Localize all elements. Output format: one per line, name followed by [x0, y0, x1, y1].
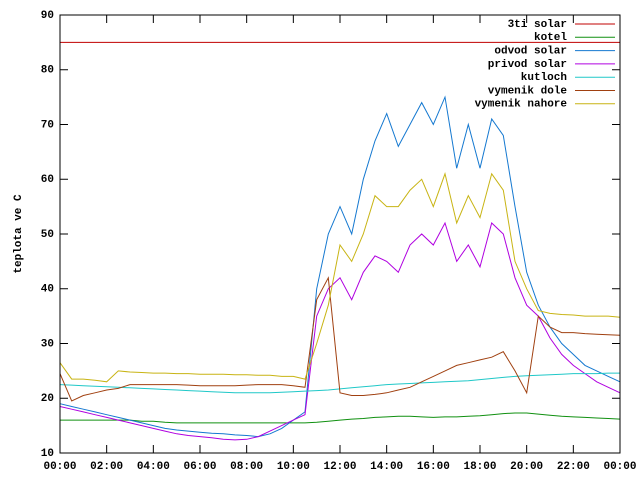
- y-tick-label: 10: [41, 448, 54, 460]
- x-tick-label: 20:00: [510, 461, 543, 473]
- series-line: [60, 412, 621, 424]
- y-tick-label: 70: [41, 119, 54, 131]
- y-axis-label: teplota ve C: [13, 194, 25, 274]
- y-tick-label: 40: [41, 284, 54, 296]
- x-tick-label: 12:00: [323, 461, 356, 473]
- x-tick-label: 14:00: [370, 461, 403, 473]
- x-tick-label: 22:00: [557, 461, 590, 473]
- legend-label: kotel: [534, 32, 567, 44]
- y-tick-label: 80: [41, 65, 54, 77]
- x-tick-label: 08:00: [230, 461, 263, 473]
- y-tick-label: 20: [41, 393, 54, 405]
- y-tick-label: 60: [41, 174, 54, 186]
- legend-label: odvod solar: [494, 46, 567, 58]
- x-tick-label: 10:00: [277, 461, 310, 473]
- series-line: [59, 95, 621, 438]
- x-tick-label: 00:00: [43, 461, 76, 473]
- plot-frame: [59, 14, 621, 454]
- x-tick-label: 04:00: [137, 461, 170, 473]
- series-line: [59, 221, 621, 441]
- x-tick-label: 16:00: [417, 461, 450, 473]
- x-tick-label: 06:00: [183, 461, 216, 473]
- legend-label: vymenik nahore: [475, 99, 568, 111]
- legend-label: kutloch: [521, 72, 567, 84]
- y-tick-label: 30: [41, 338, 54, 350]
- legend-label: 3ti solar: [508, 19, 567, 31]
- y-tick-label: 50: [41, 229, 54, 241]
- y-tick-label: 90: [41, 10, 54, 22]
- series-line: [59, 276, 621, 402]
- legend-label: privod solar: [488, 59, 567, 71]
- legend-label: vymenik dole: [488, 85, 568, 97]
- series-line: [59, 172, 621, 383]
- x-tick-label: 02:00: [90, 461, 123, 473]
- x-tick-label: 00:00: [603, 461, 636, 473]
- x-tick-label: 18:00: [463, 461, 496, 473]
